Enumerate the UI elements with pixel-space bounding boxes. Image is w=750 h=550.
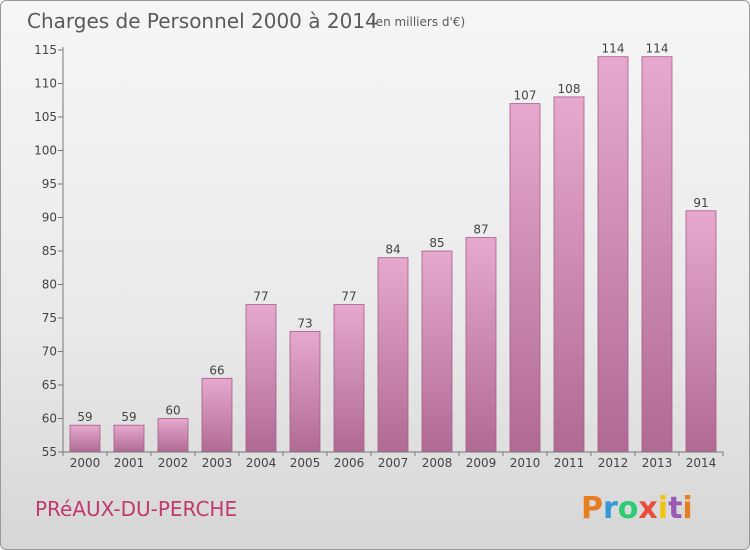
bar-2001: [113, 424, 145, 453]
data-label-2007: 84: [385, 243, 400, 257]
proxiti-logo: Proxiti: [581, 491, 693, 526]
y-tick-label: 65: [42, 378, 57, 392]
x-tick-label-2006: 2006: [334, 456, 365, 470]
bar-2011: [553, 96, 585, 453]
x-tick-label-2010: 2010: [510, 456, 541, 470]
y-tick-label: 110: [34, 77, 57, 91]
x-tick-label-2001: 2001: [114, 456, 145, 470]
data-label-2014: 91: [693, 196, 708, 210]
x-tick-label-2003: 2003: [202, 456, 233, 470]
x-tick-label-2008: 2008: [422, 456, 453, 470]
x-tick-label-2013: 2013: [642, 456, 673, 470]
x-tick-label-2012: 2012: [598, 456, 629, 470]
data-label-2012: 114: [602, 42, 625, 56]
logo-letter: i: [658, 491, 668, 526]
y-tick-label: 70: [42, 345, 57, 359]
x-tick-label-2014: 2014: [686, 456, 717, 470]
logo-letter: o: [618, 491, 639, 526]
bar-2004: [245, 304, 277, 453]
x-tick-label-2007: 2007: [378, 456, 409, 470]
bar-2010: [509, 103, 541, 453]
x-tick-label-2004: 2004: [246, 456, 277, 470]
data-label-2005: 73: [297, 316, 312, 330]
logo-letter: P: [581, 491, 603, 526]
x-tick-label-2005: 2005: [290, 456, 321, 470]
logo-letter: r: [603, 491, 618, 526]
x-tick-label-2002: 2002: [158, 456, 189, 470]
y-tick-label: 100: [34, 144, 57, 158]
bar-2005: [289, 330, 321, 453]
y-tick-label: 80: [42, 278, 57, 292]
logo-letter: i: [682, 491, 692, 526]
data-label-2011: 108: [558, 82, 581, 96]
y-tick-label: 60: [42, 412, 57, 426]
x-tick-label-2000: 2000: [70, 456, 101, 470]
bar-2000: [69, 424, 101, 453]
y-axis: 55 60 65 70 75 80 85 90 95 100 105 110 115: [34, 43, 64, 459]
data-label-2003: 66: [209, 363, 224, 377]
bar-2003: [201, 377, 233, 453]
y-tick-label: 115: [34, 43, 57, 57]
bar-2007: [377, 257, 409, 453]
bar-2002: [157, 418, 189, 453]
y-tick-label: 105: [34, 110, 57, 124]
y-tick-label: 85: [42, 244, 57, 258]
data-label-2008: 85: [429, 236, 444, 250]
data-label-2001: 59: [121, 410, 136, 424]
bar-2008: [421, 250, 453, 453]
data-label-2013: 114: [646, 42, 669, 56]
data-label-2004: 77: [253, 290, 268, 304]
bar-2012: [597, 56, 629, 453]
x-tick-label-2009: 2009: [466, 456, 497, 470]
logo-letter: x: [638, 491, 657, 526]
chart-title: Charges de Personnel 2000 à 2014: [27, 9, 378, 33]
y-tick-label: 55: [42, 445, 57, 459]
y-tick-label: 75: [42, 311, 57, 325]
bar-2013: [641, 56, 673, 453]
town-name: PRéAUX-DU-PERCHE: [35, 497, 237, 521]
data-label-2006: 77: [341, 290, 356, 304]
y-tick-label: 95: [42, 177, 57, 191]
y-tick-label: 90: [42, 211, 57, 225]
bar-2014: [685, 210, 717, 453]
data-label-2009: 87: [473, 223, 488, 237]
logo-letter: t: [668, 491, 682, 526]
x-axis: 2000 2001 2002 2003 2004 2005 2006 2007 2008 2009…: [62, 451, 724, 470]
bar-2006: [333, 304, 365, 453]
data-label-2010: 107: [514, 89, 537, 103]
bars: 59 59 60 66 77 73 77 84 85 87 107 108 114 114 91: [69, 42, 717, 453]
x-tick-label-2011: 2011: [554, 456, 585, 470]
chart-subtitle: (en milliers d'€): [371, 15, 465, 29]
bar-2009: [465, 237, 497, 453]
data-label-2002: 60: [165, 404, 180, 418]
data-label-2000: 59: [77, 410, 92, 424]
